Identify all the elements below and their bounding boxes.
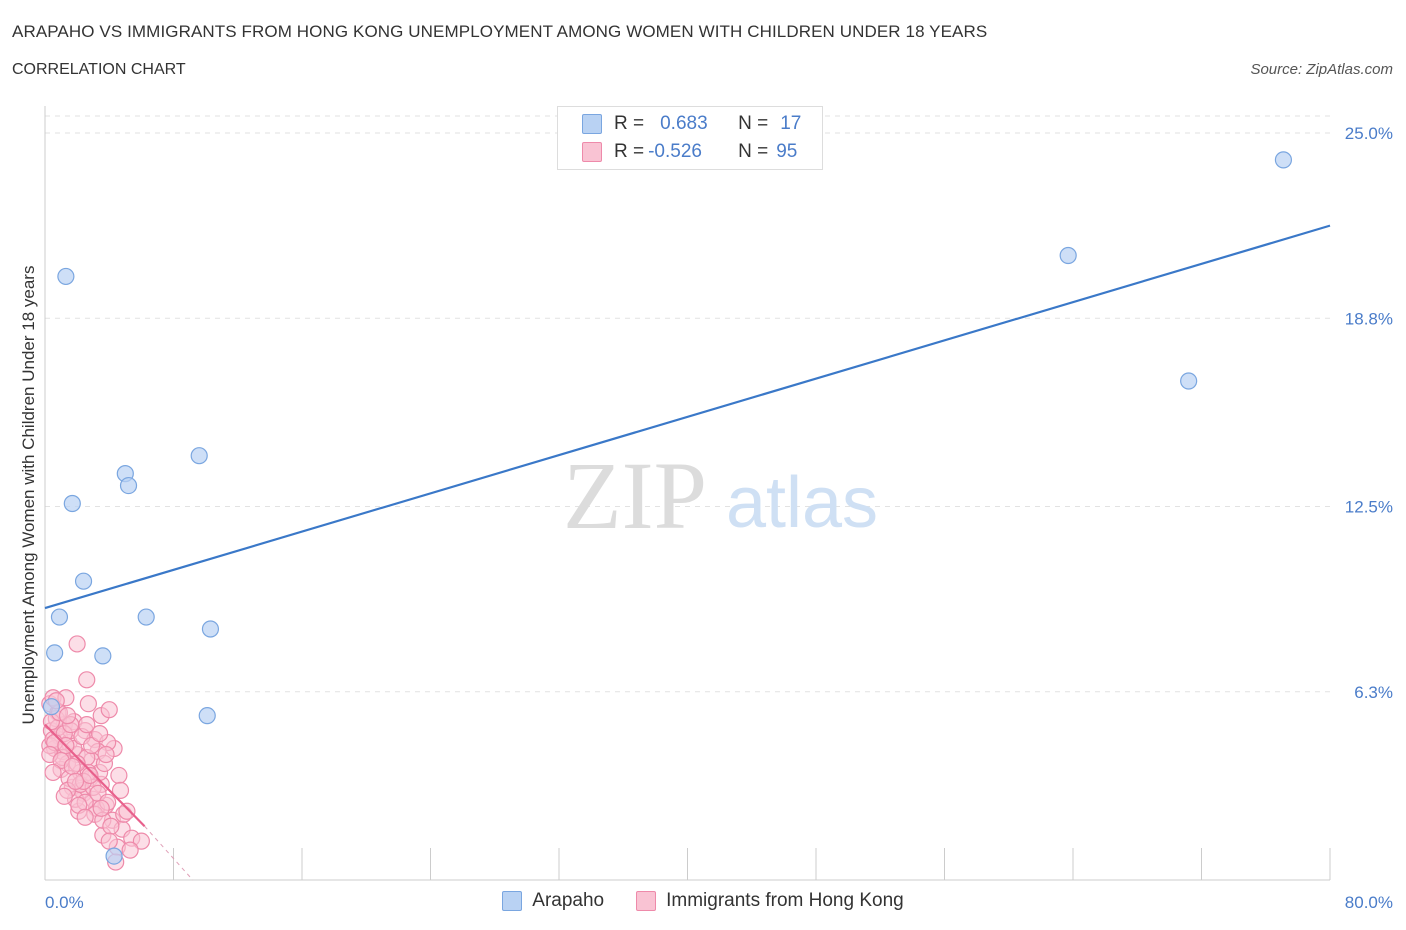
y-axis-label: Unemployment Among Women with Children U…: [19, 266, 38, 725]
arapaho-r-value: 0.683: [660, 113, 708, 134]
hongkong-point-72: [91, 724, 109, 743]
hongkong-point-92: [66, 772, 85, 790]
chart-subtitle: CORRELATION CHART: [12, 61, 186, 78]
hongkong-r-label: R =: [614, 141, 645, 162]
y-tick-label-3: 25.0%: [1345, 124, 1393, 143]
hongkong-point-94: [100, 832, 118, 850]
arapaho-point-13: [1059, 246, 1077, 265]
arapaho-point-14: [1180, 372, 1198, 390]
hongkong-point-30: [68, 635, 86, 653]
y-tick-label-0: 6.3%: [1354, 683, 1393, 702]
chart-source: Source: ZipAtlas.com: [1250, 61, 1393, 78]
hongkong-legend-swatch: [636, 891, 657, 911]
y-tick-label-1: 12.5%: [1345, 498, 1393, 517]
arapaho-point-6: [119, 476, 138, 495]
hongkong-swatch: [582, 142, 602, 162]
x-tick-label-0: 0.0%: [45, 893, 84, 912]
hongkong-point-88: [78, 716, 96, 734]
arapaho-n-label: N =: [738, 113, 769, 134]
arapaho-trend-line: [44, 224, 1331, 610]
arapaho-n-value: 17: [780, 113, 802, 134]
arapaho-point-4: [46, 644, 64, 662]
x-tick-label-1: 80.0%: [1345, 893, 1393, 912]
arapaho-point-10: [94, 647, 112, 665]
arapaho-point-3: [50, 608, 69, 626]
arapaho-legend-swatch: [502, 891, 523, 911]
arapaho-point-7: [190, 447, 208, 465]
legend-item-hongkong[interactable]: Immigrants from Hong Kong: [636, 890, 904, 912]
hongkong-point-35: [100, 701, 118, 719]
watermark-atlas: atlas: [726, 463, 878, 543]
hongkong-n-label: N =: [738, 141, 769, 162]
arapaho-point-1: [63, 494, 81, 513]
arapaho-point-2: [74, 572, 93, 590]
arapaho-point-9: [201, 620, 220, 638]
hongkong-point-83: [55, 787, 73, 805]
hongkong-n-value: 95: [776, 141, 798, 162]
hongkong-point-85: [92, 799, 110, 817]
stats-row-hongkong: R = -0.526 N = 95: [582, 139, 797, 165]
arapaho-point-15: [1274, 151, 1293, 169]
hongkong-point-80: [63, 757, 81, 776]
trend-lines: [44, 224, 1331, 881]
chart-title: ARAPAHO VS IMMIGRANTS FROM HONG KONG UNE…: [12, 22, 988, 41]
hongkong-point-66: [102, 817, 120, 835]
hongkong-point-71: [82, 736, 101, 755]
y-tick-label-2: 18.8%: [1345, 309, 1393, 328]
hongkong-point-93: [76, 808, 94, 826]
hongkong-point-31: [78, 671, 96, 689]
watermark: ZIP atlas: [563, 442, 878, 549]
series-legend: Arapaho Immigrants from Hong Kong: [0, 890, 1406, 912]
hongkong-legend-label: Immigrants from Hong Kong: [666, 890, 904, 911]
arapaho-point-0: [57, 267, 75, 286]
hongkong-point-49: [121, 841, 139, 859]
arapaho-point-11: [198, 707, 216, 725]
hongkong-point-87: [58, 707, 77, 725]
hongkong-point-91: [44, 763, 62, 782]
hongkong-point-90: [111, 781, 130, 799]
stats-row-arapaho: R = 0.683 N = 17: [582, 111, 801, 137]
hongkong-point-81: [81, 766, 99, 785]
hongkong-point-48: [118, 802, 136, 820]
arapaho-r-label: R =: [614, 113, 645, 134]
hongkong-trend-line: [44, 723, 146, 827]
arapaho-points: [42, 151, 1293, 865]
arapaho-swatch: [582, 114, 602, 134]
hongkong-trend-extension: [144, 825, 194, 881]
arapaho-legend-label: Arapaho: [532, 890, 605, 911]
stats-legend: R = 0.683 N = 17 R = -0.526 N = 95: [557, 106, 823, 170]
hongkong-r-value: -0.526: [648, 141, 702, 162]
arapaho-point-8: [137, 608, 155, 626]
hongkong-points: [41, 635, 150, 871]
legend-item-arapaho[interactable]: Arapaho: [502, 890, 604, 912]
grid-lines: [45, 115, 1330, 693]
arapaho-point-16: [42, 698, 61, 716]
watermark-zip: ZIP: [563, 442, 707, 549]
arapaho-point-12: [105, 847, 123, 865]
hongkong-point-29: [132, 832, 150, 850]
hongkong-point-89: [97, 745, 115, 764]
hongkong-point-43: [110, 766, 128, 785]
tick-labels: 6.3% 12.5% 18.8% 25.0% 0.0% 80.0%: [45, 124, 1393, 912]
hongkong-point-33: [79, 695, 97, 713]
